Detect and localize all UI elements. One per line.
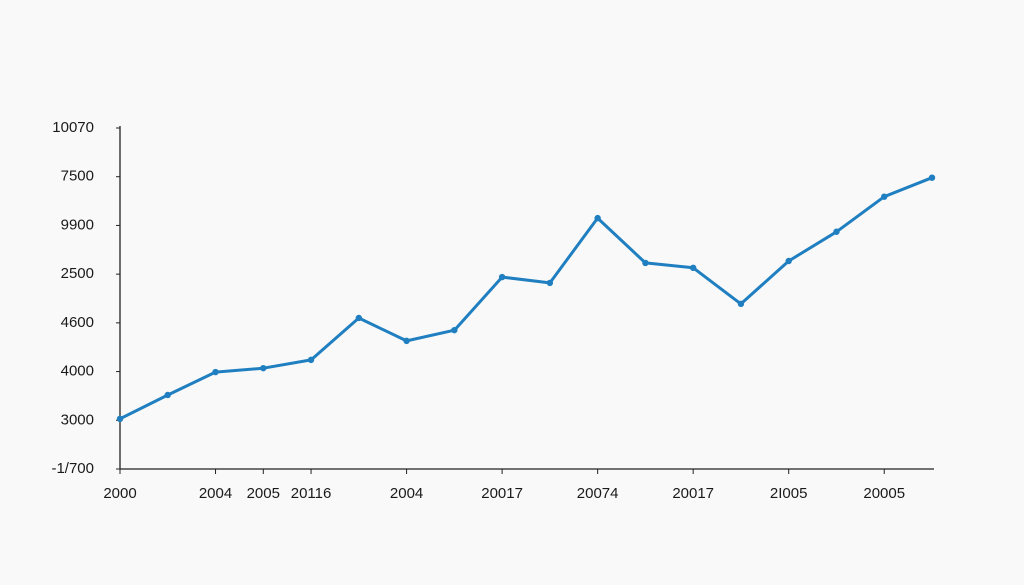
y-tick-label: 7500 xyxy=(61,168,94,185)
data-point xyxy=(164,391,171,399)
data-point xyxy=(546,279,554,287)
x-tick-label: 2004 xyxy=(199,485,232,502)
x-tick-label: 20017 xyxy=(672,485,714,502)
y-tick-label: 9900 xyxy=(61,216,94,233)
y-tick-label: 3000 xyxy=(61,411,94,428)
data-point xyxy=(642,259,649,267)
y-tick-label: 4000 xyxy=(61,363,94,380)
x-tick-label: 20116 xyxy=(291,485,332,502)
data-point xyxy=(737,300,745,308)
x-tick-label: 2I005 xyxy=(770,485,808,502)
x-tick-label: 20017 xyxy=(481,485,523,502)
line-series xyxy=(119,176,933,421)
data-point xyxy=(785,257,792,265)
y-tick-label: 4600 xyxy=(61,314,94,331)
data-point xyxy=(881,193,888,200)
data-point xyxy=(689,264,697,272)
y-tick-label: 10070 xyxy=(52,119,94,136)
data-point xyxy=(403,337,410,345)
y-tick-label: -1/700 xyxy=(51,460,94,477)
y-tick-label: 2500 xyxy=(61,265,94,282)
data-point xyxy=(451,326,458,334)
data-point xyxy=(594,214,601,222)
data-point xyxy=(260,364,267,372)
data-point xyxy=(307,356,315,364)
x-tick-label: 2000 xyxy=(103,485,136,502)
x-tick-label: 20074 xyxy=(577,485,619,502)
data-point xyxy=(212,368,219,376)
data-point xyxy=(116,415,124,423)
data-point xyxy=(355,314,363,322)
data-point xyxy=(498,273,506,281)
x-tick-label: 20005 xyxy=(863,485,905,502)
x-tick-label: 2004 xyxy=(390,485,423,502)
x-tick-label: 2005 xyxy=(247,485,280,502)
data-point xyxy=(833,228,840,235)
data-point xyxy=(928,174,936,181)
